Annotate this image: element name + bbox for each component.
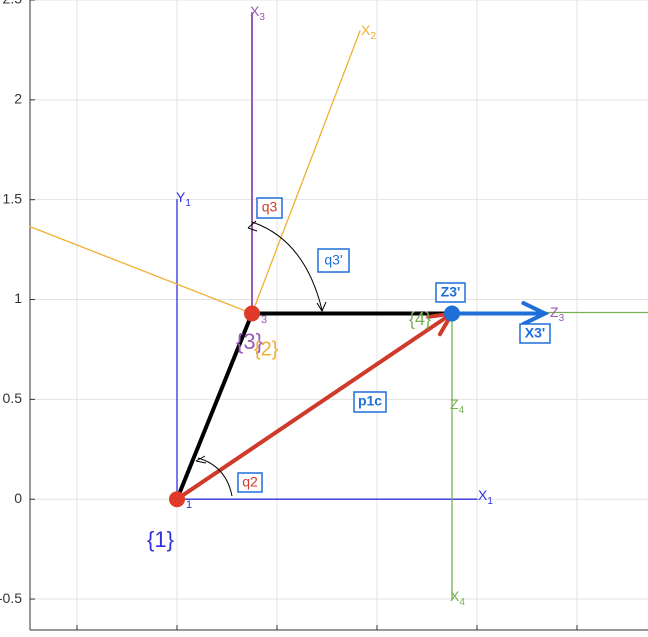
label: p1c: [358, 393, 382, 409]
label: X1: [478, 487, 493, 507]
q2-arc-head: [195, 455, 207, 464]
label-box: [256, 197, 283, 219]
frame-origin: [169, 491, 185, 508]
arrow-head: [521, 301, 550, 326]
q3p-arc-head: [316, 301, 327, 313]
frame-origin: [244, 305, 260, 322]
segment: [175, 311, 454, 502]
marks: [29, 11, 648, 600]
segment: [29, 225, 253, 315]
label: X3': [525, 325, 545, 341]
y-tick-label: 1: [14, 290, 22, 306]
label: 3: [261, 314, 267, 326]
label: Z4: [450, 396, 465, 416]
label: X2: [361, 22, 376, 42]
y-tick-label: 2: [14, 91, 22, 107]
label: q2: [242, 474, 258, 490]
label: q3': [324, 252, 342, 268]
y-tick-label: 2.5: [3, 0, 23, 7]
label-box: [519, 323, 551, 344]
label: Z3: [550, 304, 565, 324]
label: {3}: [236, 329, 263, 354]
y-tick-label: 0.5: [3, 390, 23, 406]
label: {1}: [147, 527, 174, 552]
frame-origin: [444, 305, 460, 322]
label: X3: [250, 3, 265, 23]
y-tick-label: 0: [14, 490, 22, 506]
segment: [251, 30, 361, 315]
label-box: [317, 248, 350, 273]
labels: X3 X2 Y1 q3 q3' Z3' Z3 X3' {3} {2} {4} p…: [147, 3, 565, 608]
label: X4: [450, 588, 465, 608]
label-box: [237, 472, 263, 493]
label: {4}: [409, 309, 431, 329]
label-box: [353, 391, 387, 413]
label: 1: [186, 499, 192, 511]
y-tick-label: 1.5: [3, 190, 23, 206]
q2-arc: [197, 457, 233, 497]
label: q3: [262, 199, 278, 215]
label: Y1: [176, 189, 191, 209]
label-box: [435, 282, 466, 303]
q3-arc: [251, 221, 323, 311]
label: {2}: [254, 338, 279, 360]
y-tick-label: -0.5: [0, 590, 22, 606]
label: Z3': [441, 284, 461, 300]
q3-arc-head: [247, 220, 258, 232]
